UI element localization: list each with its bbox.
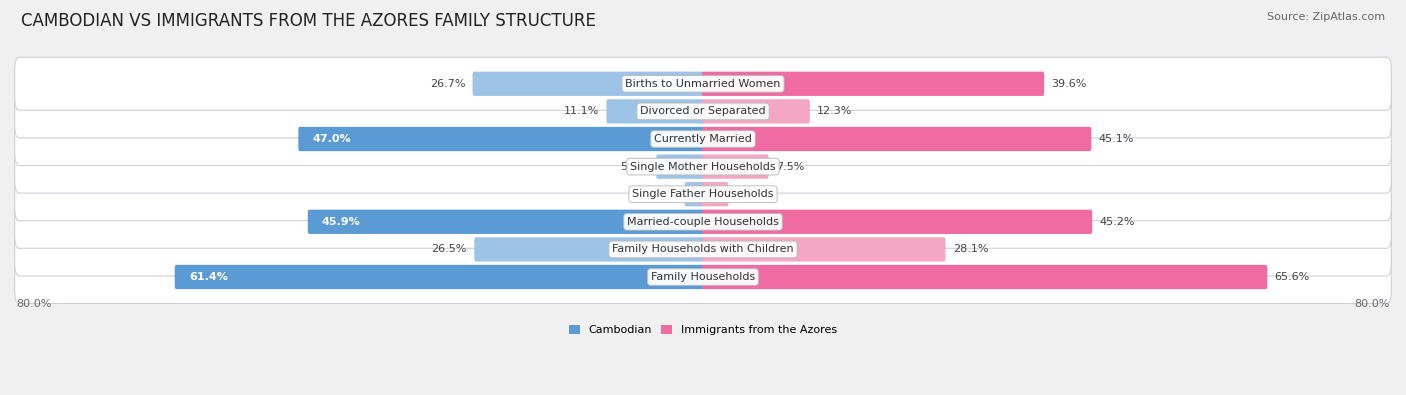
Text: 7.5%: 7.5% bbox=[776, 162, 804, 171]
Text: Single Father Households: Single Father Households bbox=[633, 189, 773, 199]
FancyBboxPatch shape bbox=[702, 99, 810, 124]
Text: 45.2%: 45.2% bbox=[1099, 217, 1135, 227]
Text: Source: ZipAtlas.com: Source: ZipAtlas.com bbox=[1267, 12, 1385, 22]
FancyBboxPatch shape bbox=[606, 99, 704, 124]
FancyBboxPatch shape bbox=[14, 195, 1392, 248]
FancyBboxPatch shape bbox=[14, 57, 1392, 110]
FancyBboxPatch shape bbox=[14, 85, 1392, 138]
FancyBboxPatch shape bbox=[702, 154, 769, 179]
Text: 45.9%: 45.9% bbox=[322, 217, 361, 227]
Text: 2.8%: 2.8% bbox=[735, 189, 763, 199]
FancyBboxPatch shape bbox=[14, 168, 1392, 221]
FancyBboxPatch shape bbox=[474, 237, 704, 261]
Text: 80.0%: 80.0% bbox=[17, 299, 52, 309]
FancyBboxPatch shape bbox=[702, 265, 1267, 289]
Text: Births to Unmarried Women: Births to Unmarried Women bbox=[626, 79, 780, 89]
FancyBboxPatch shape bbox=[14, 223, 1392, 276]
Text: 80.0%: 80.0% bbox=[1354, 299, 1389, 309]
Text: 28.1%: 28.1% bbox=[953, 245, 988, 254]
Text: 47.0%: 47.0% bbox=[312, 134, 352, 144]
Text: 2.0%: 2.0% bbox=[650, 189, 678, 199]
FancyBboxPatch shape bbox=[174, 265, 704, 289]
FancyBboxPatch shape bbox=[702, 71, 1045, 96]
FancyBboxPatch shape bbox=[472, 71, 704, 96]
Text: 45.1%: 45.1% bbox=[1098, 134, 1135, 144]
Text: Currently Married: Currently Married bbox=[654, 134, 752, 144]
Text: 65.6%: 65.6% bbox=[1275, 272, 1310, 282]
FancyBboxPatch shape bbox=[702, 237, 945, 261]
Text: Family Households: Family Households bbox=[651, 272, 755, 282]
Text: 5.3%: 5.3% bbox=[620, 162, 650, 171]
Text: Divorced or Separated: Divorced or Separated bbox=[640, 106, 766, 117]
Legend: Cambodian, Immigrants from the Azores: Cambodian, Immigrants from the Azores bbox=[564, 320, 842, 340]
FancyBboxPatch shape bbox=[14, 140, 1392, 193]
FancyBboxPatch shape bbox=[702, 182, 728, 206]
Text: 61.4%: 61.4% bbox=[188, 272, 228, 282]
FancyBboxPatch shape bbox=[14, 113, 1392, 166]
Text: 26.7%: 26.7% bbox=[430, 79, 465, 89]
Text: Family Households with Children: Family Households with Children bbox=[612, 245, 794, 254]
FancyBboxPatch shape bbox=[308, 210, 704, 234]
Text: Married-couple Households: Married-couple Households bbox=[627, 217, 779, 227]
FancyBboxPatch shape bbox=[702, 210, 1092, 234]
Text: 39.6%: 39.6% bbox=[1052, 79, 1087, 89]
Text: Single Mother Households: Single Mother Households bbox=[630, 162, 776, 171]
Text: CAMBODIAN VS IMMIGRANTS FROM THE AZORES FAMILY STRUCTURE: CAMBODIAN VS IMMIGRANTS FROM THE AZORES … bbox=[21, 12, 596, 30]
Text: 26.5%: 26.5% bbox=[432, 245, 467, 254]
Text: 12.3%: 12.3% bbox=[817, 106, 852, 117]
FancyBboxPatch shape bbox=[657, 154, 704, 179]
FancyBboxPatch shape bbox=[685, 182, 704, 206]
FancyBboxPatch shape bbox=[298, 127, 704, 151]
Text: 11.1%: 11.1% bbox=[564, 106, 599, 117]
FancyBboxPatch shape bbox=[14, 250, 1392, 303]
FancyBboxPatch shape bbox=[702, 127, 1091, 151]
